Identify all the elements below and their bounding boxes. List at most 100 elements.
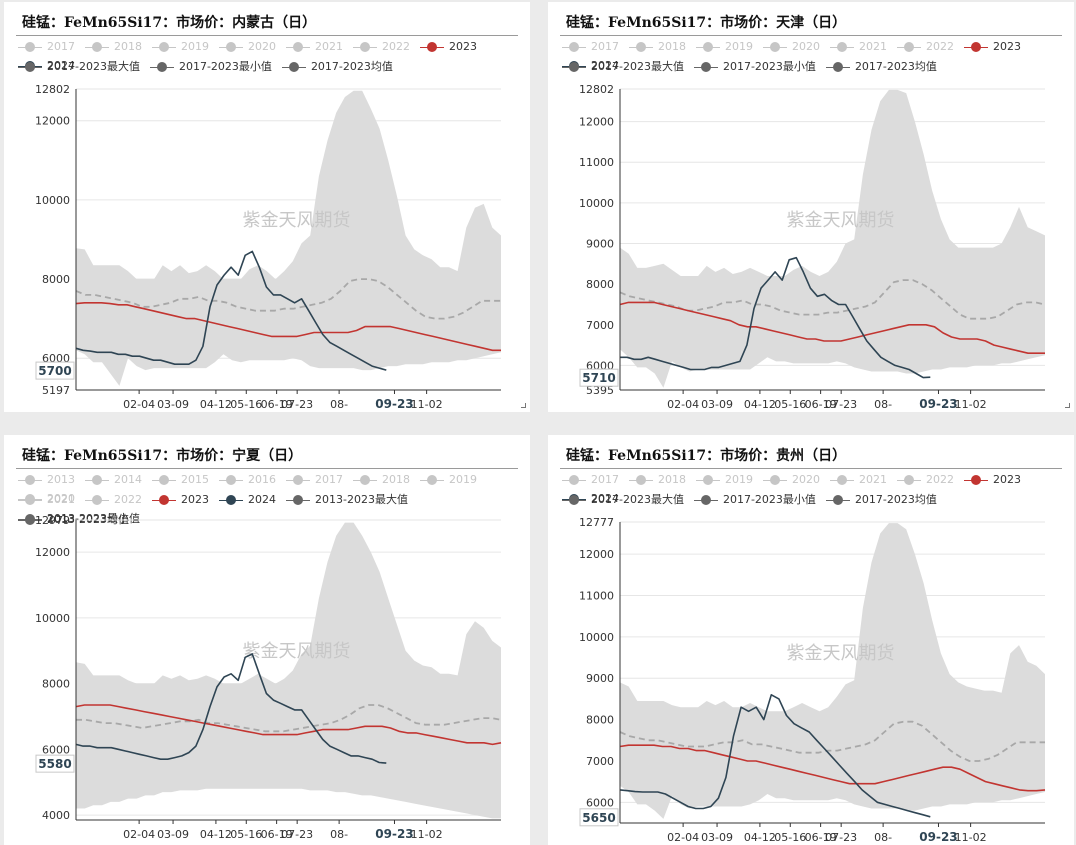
legend-label: 2016	[248, 473, 276, 486]
current-value-label: 5580	[38, 757, 71, 771]
legend-item[interactable]: 2017-2023最大值	[562, 493, 684, 507]
legend-item[interactable]: 2021	[18, 493, 75, 507]
legend-label: 2017	[315, 473, 343, 486]
x-tick-label: 09-23	[375, 397, 413, 411]
legend-item[interactable]: 2019	[420, 473, 477, 487]
legend-item[interactable]: 2022	[897, 473, 954, 487]
legend-row: 2021 2022 2023 2024 2013-2023最大值 2013-2023最小值	[18, 491, 524, 525]
legend-swatch-icon	[353, 41, 377, 53]
legend-item[interactable]: 2013	[18, 473, 75, 487]
legend-item[interactable]: 2017-2023最小值	[149, 60, 272, 74]
series-2023-line	[619, 744, 1046, 792]
range-band	[620, 89, 1045, 388]
legend-item[interactable]: 2017-2023最大值	[562, 60, 684, 74]
legend-item[interactable]: 2020	[763, 473, 820, 487]
title-divider	[16, 35, 518, 36]
y-tick-label: 8000	[42, 678, 70, 691]
legend-item[interactable]: 2015	[152, 473, 209, 487]
current-value-label: 5650	[582, 811, 615, 825]
legend-swatch-icon	[562, 494, 586, 506]
legend-swatch-icon	[18, 41, 42, 53]
legend-swatch-icon	[629, 474, 653, 486]
legend-swatch-icon	[149, 61, 174, 73]
series-2023-line	[619, 301, 1045, 354]
legend-item[interactable]: 2014	[85, 473, 142, 487]
legend-swatch-icon	[420, 474, 444, 486]
x-tick-label: 04-12	[744, 398, 776, 411]
x-tick-label: 03-09	[701, 398, 733, 411]
legend-swatch-icon	[825, 61, 850, 73]
resize-handle[interactable]	[1065, 403, 1070, 408]
legend-row: 2017-2023最大值 2017-2023最小值 2017-2023均值	[18, 58, 524, 78]
legend-item[interactable]: 2018	[629, 473, 686, 487]
y-tick-label: 12802	[35, 83, 70, 96]
y-tick-label: 12000	[35, 546, 70, 559]
legend-swatch-icon	[420, 41, 444, 53]
legend-item[interactable]: 2017-2023均值	[825, 60, 937, 74]
x-tick-label: 07-23	[825, 398, 857, 411]
legend-item[interactable]: 2021	[830, 40, 887, 54]
legend-item[interactable]: 2016	[219, 473, 276, 487]
legend-item[interactable]: 2018	[353, 473, 410, 487]
legend-item[interactable]: 2019	[696, 40, 753, 54]
legend-item[interactable]: 2018	[629, 40, 686, 54]
current-value-badge	[579, 808, 619, 827]
x-tick-label: 09-23	[919, 397, 957, 411]
legend-item[interactable]: 2023	[964, 40, 1021, 54]
legend-label: 2020	[47, 492, 75, 505]
current-value-badge	[579, 368, 619, 387]
y-tick-label: 12000	[35, 115, 70, 128]
x-tick-label: 05-16	[230, 828, 262, 841]
legend-row: 2017 2018 2019 2020 2021 2022 2023 2024	[562, 471, 1068, 505]
y-tick-label: 6000	[42, 743, 70, 756]
legend-item[interactable]: 2017	[18, 40, 75, 54]
legend: 2017 2018 2019 2020 2021 2022 2023 2024 2017-202…	[18, 38, 524, 78]
x-tick-label: 09-23	[919, 830, 957, 844]
watermark: 紫金天风期货	[243, 210, 351, 231]
legend-item[interactable]: 2017-2023均值	[825, 493, 937, 507]
legend-swatch-icon	[152, 474, 176, 486]
legend-item[interactable]: 2017-2023均值	[281, 60, 393, 74]
legend-item[interactable]: 2020	[219, 40, 276, 54]
panel-title: 硅锰：FeMn65Si17：市场价：内蒙古（日）	[22, 15, 317, 31]
legend-item[interactable]: 2013-2023最大值	[286, 493, 408, 507]
resize-handle[interactable]	[521, 403, 526, 408]
x-tick-label: 05-16	[774, 831, 806, 844]
legend-item[interactable]: 2021	[286, 40, 343, 54]
legend-item[interactable]: 2017	[286, 473, 343, 487]
legend-item[interactable]: 2017-2023最小值	[693, 60, 816, 74]
legend-item[interactable]: 2020	[763, 40, 820, 54]
legend-item[interactable]: 2024	[219, 493, 276, 507]
y-tick-label: 10000	[35, 194, 70, 207]
legend-item[interactable]: 2022	[85, 493, 142, 507]
legend-item[interactable]: 2022	[353, 40, 410, 54]
legend-label: 2021	[859, 473, 887, 486]
legend-item[interactable]: 2019	[152, 40, 209, 54]
legend-label: 2023	[993, 40, 1021, 53]
legend-item[interactable]: 2023	[420, 40, 477, 54]
legend-item[interactable]: 2022	[897, 40, 954, 54]
y-tick-label: 11000	[579, 590, 614, 603]
legend-item[interactable]: 2018	[85, 40, 142, 54]
legend-label: 2022	[382, 40, 410, 53]
legend-item[interactable]: 2017-2023最大值	[18, 60, 140, 74]
y-tick-label: 8000	[42, 273, 70, 286]
legend-label: 2020	[792, 40, 820, 53]
legend-swatch-icon	[696, 474, 720, 486]
legend-item[interactable]: 2019	[696, 473, 753, 487]
legend-item[interactable]: 2021	[830, 473, 887, 487]
avg-line	[619, 720, 1045, 762]
title-divider	[16, 468, 518, 469]
legend-item[interactable]: 2017-2023最小值	[693, 493, 816, 507]
series-2023-line	[75, 302, 501, 352]
legend-label: 2024	[591, 59, 619, 72]
y-tick-label: 7000	[586, 319, 614, 332]
legend-item[interactable]: 2017	[562, 40, 619, 54]
legend-item[interactable]: 2023	[152, 493, 209, 507]
legend-item[interactable]: 2023	[964, 473, 1021, 487]
series-2024-line	[619, 694, 931, 818]
legend-item[interactable]: 2017	[562, 473, 619, 487]
legend-swatch-icon	[964, 474, 988, 486]
legend-label: 2023	[993, 473, 1021, 486]
